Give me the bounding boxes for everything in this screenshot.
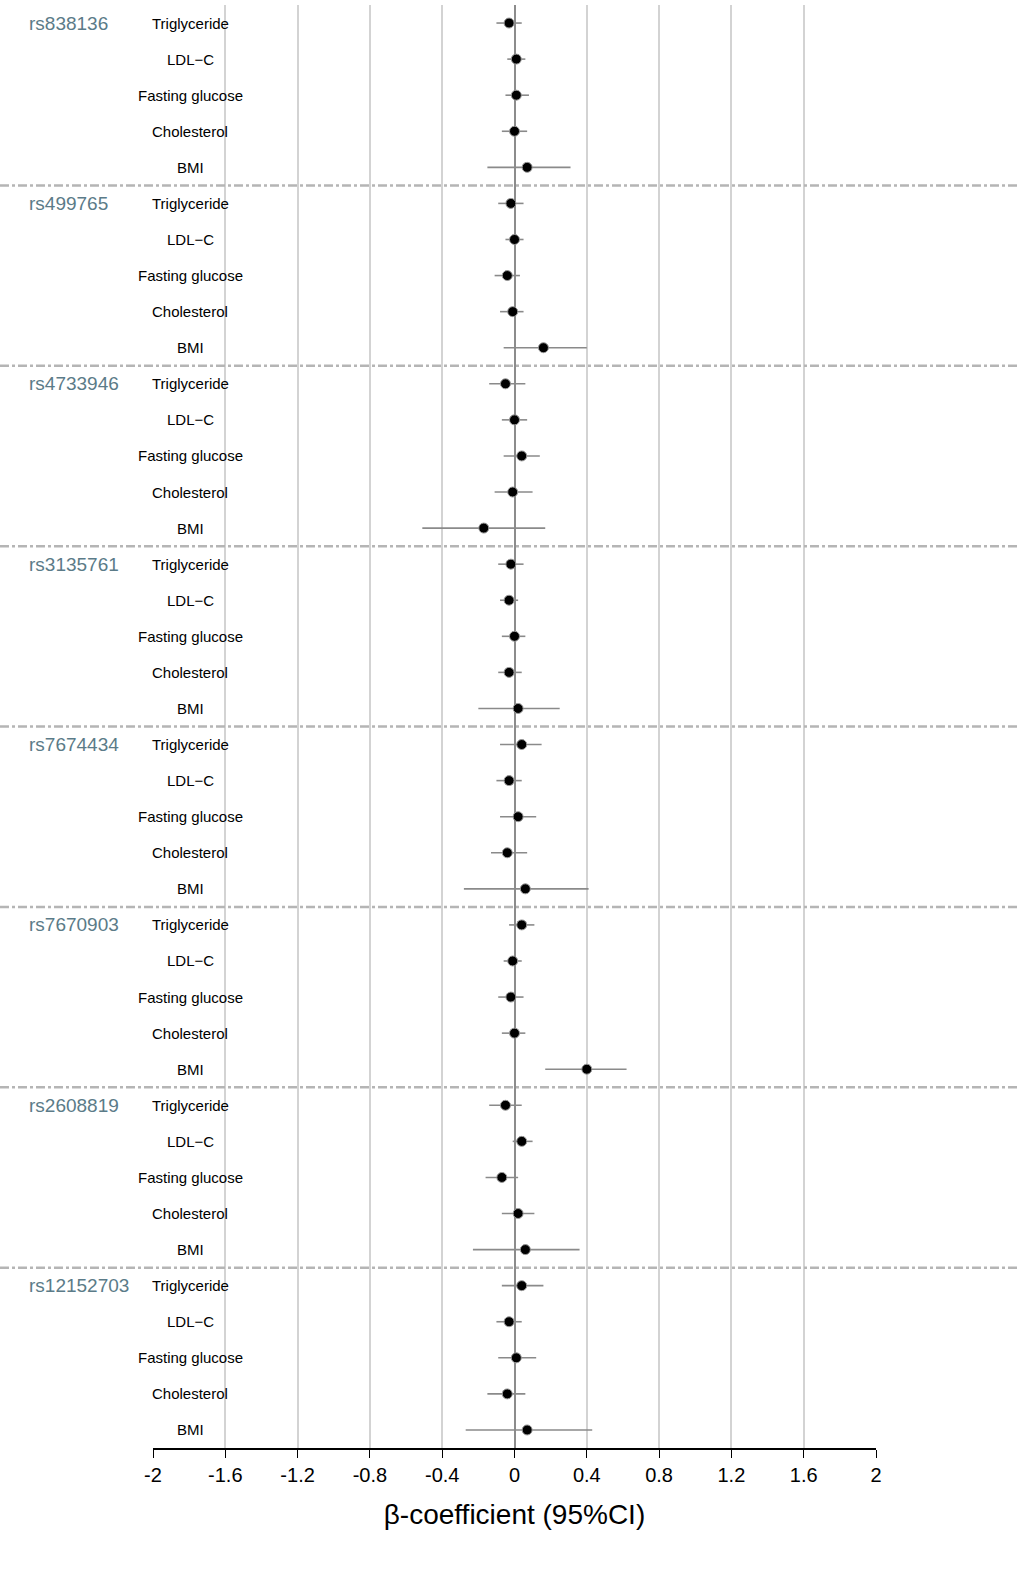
- svg-text:Cholesterol: Cholesterol: [152, 123, 228, 140]
- svg-text:Fasting glucose: Fasting glucose: [138, 1349, 243, 1366]
- svg-text:rs7674434: rs7674434: [29, 734, 119, 755]
- svg-text:Fasting glucose: Fasting glucose: [138, 628, 243, 645]
- svg-text:rs3135761: rs3135761: [29, 554, 119, 575]
- svg-text:0: 0: [509, 1464, 520, 1486]
- svg-text:Triglyceride: Triglyceride: [152, 736, 229, 753]
- svg-text:BMI: BMI: [177, 159, 204, 176]
- svg-text:LDL−C: LDL−C: [167, 1133, 214, 1150]
- svg-text:Cholesterol: Cholesterol: [152, 1385, 228, 1402]
- svg-text:-0.8: -0.8: [353, 1464, 387, 1486]
- svg-text:-1.6: -1.6: [208, 1464, 242, 1486]
- svg-text:0.8: 0.8: [645, 1464, 673, 1486]
- svg-text:BMI: BMI: [177, 700, 204, 717]
- svg-text:Fasting glucose: Fasting glucose: [138, 87, 243, 104]
- svg-text:-2: -2: [144, 1464, 162, 1486]
- svg-text:Fasting glucose: Fasting glucose: [138, 447, 243, 464]
- svg-text:LDL−C: LDL−C: [167, 231, 214, 248]
- svg-text:rs838136: rs838136: [29, 13, 108, 34]
- svg-text:-1.2: -1.2: [280, 1464, 314, 1486]
- svg-text:BMI: BMI: [177, 880, 204, 897]
- svg-text:Triglyceride: Triglyceride: [152, 375, 229, 392]
- svg-text:0.4: 0.4: [573, 1464, 601, 1486]
- svg-text:β-coefficient (95%CI): β-coefficient (95%CI): [384, 1499, 645, 1530]
- svg-text:rs7670903: rs7670903: [29, 914, 119, 935]
- svg-text:rs499765: rs499765: [29, 193, 108, 214]
- svg-text:Cholesterol: Cholesterol: [152, 484, 228, 501]
- svg-text:Triglyceride: Triglyceride: [152, 1277, 229, 1294]
- svg-text:LDL−C: LDL−C: [167, 592, 214, 609]
- svg-text:-0.4: -0.4: [425, 1464, 459, 1486]
- svg-text:LDL−C: LDL−C: [167, 1313, 214, 1330]
- svg-text:Fasting glucose: Fasting glucose: [138, 808, 243, 825]
- svg-text:Triglyceride: Triglyceride: [152, 556, 229, 573]
- svg-text:Cholesterol: Cholesterol: [152, 1025, 228, 1042]
- svg-text:BMI: BMI: [177, 1421, 204, 1438]
- svg-text:LDL−C: LDL−C: [167, 51, 214, 68]
- svg-text:Fasting glucose: Fasting glucose: [138, 1169, 243, 1186]
- svg-text:Fasting glucose: Fasting glucose: [138, 267, 243, 284]
- svg-text:rs2608819: rs2608819: [29, 1095, 119, 1116]
- svg-text:Triglyceride: Triglyceride: [152, 195, 229, 212]
- svg-text:Cholesterol: Cholesterol: [152, 1205, 228, 1222]
- svg-text:LDL−C: LDL−C: [167, 772, 214, 789]
- svg-text:Triglyceride: Triglyceride: [152, 1097, 229, 1114]
- svg-text:LDL−C: LDL−C: [167, 952, 214, 969]
- svg-text:1.2: 1.2: [717, 1464, 745, 1486]
- svg-text:LDL−C: LDL−C: [167, 411, 214, 428]
- svg-text:2: 2: [870, 1464, 881, 1486]
- svg-text:Triglyceride: Triglyceride: [152, 15, 229, 32]
- svg-text:Fasting glucose: Fasting glucose: [138, 989, 243, 1006]
- svg-text:BMI: BMI: [177, 339, 204, 356]
- svg-text:rs4733946: rs4733946: [29, 373, 119, 394]
- svg-text:Cholesterol: Cholesterol: [152, 664, 228, 681]
- svg-text:BMI: BMI: [177, 1241, 204, 1258]
- svg-text:BMI: BMI: [177, 520, 204, 537]
- svg-text:1.6: 1.6: [790, 1464, 818, 1486]
- svg-text:Cholesterol: Cholesterol: [152, 844, 228, 861]
- svg-text:Triglyceride: Triglyceride: [152, 916, 229, 933]
- svg-text:BMI: BMI: [177, 1061, 204, 1078]
- svg-text:Cholesterol: Cholesterol: [152, 303, 228, 320]
- svg-text:rs12152703: rs12152703: [29, 1275, 129, 1296]
